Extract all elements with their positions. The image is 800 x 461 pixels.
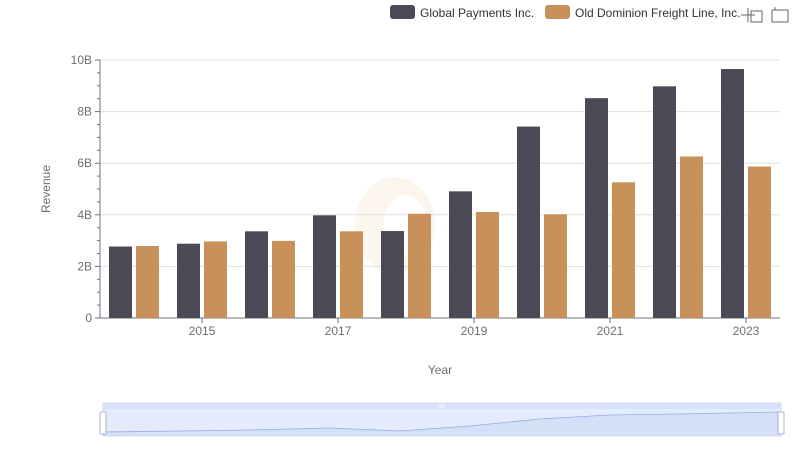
data-zoom-handle-left[interactable] — [99, 411, 107, 435]
bar-old-dominion-2020[interactable] — [544, 214, 567, 318]
y-tick-label: 4B — [77, 208, 92, 222]
data-zoom-preview-area — [103, 412, 781, 436]
bar-old-dominion-2019[interactable] — [476, 211, 499, 318]
y-tick-label: 0 — [85, 311, 92, 325]
x-tick-label: 2021 — [597, 324, 624, 338]
bar-old-dominion-2018[interactable] — [408, 213, 431, 318]
x-axis: 2015 2017 2019 2021 2023 — [100, 317, 780, 338]
gridlines — [100, 59, 780, 267]
bar-global-payments-2022[interactable] — [653, 86, 676, 318]
legend-swatch-global-payments — [390, 5, 415, 19]
bar-global-payments-2018[interactable] — [381, 231, 404, 318]
y-axis: 0 2B 4B 6B 8B 10B — [71, 53, 101, 325]
x-tick-label: 2023 — [733, 324, 760, 338]
data-zoom-handle-right[interactable] — [777, 411, 785, 435]
bar-old-dominion-2015[interactable] — [204, 241, 227, 318]
bar-global-payments-2015[interactable] — [177, 243, 200, 318]
x-tick-label: 2017 — [325, 324, 352, 338]
legend-item-old-dominion[interactable]: Old Dominion Freight Line, Inc. — [545, 5, 740, 20]
bar-old-dominion-2021[interactable] — [612, 182, 635, 318]
y-tick-label: 6B — [77, 156, 92, 170]
bar-series — [109, 69, 771, 319]
legend-label-old-dominion: Old Dominion Freight Line, Inc. — [575, 6, 740, 20]
bar-old-dominion-2022[interactable] — [680, 156, 703, 318]
legend-swatch-old-dominion — [545, 5, 570, 19]
legend-label-global-payments: Global Payments Inc. — [420, 6, 534, 20]
legend: Global Payments Inc. Old Dominion Freigh… — [390, 5, 740, 20]
data-zoom-grip-icon[interactable] — [439, 404, 445, 408]
y-tick-label: 8B — [77, 105, 92, 119]
bar-global-payments-2019[interactable] — [449, 191, 472, 318]
bar-global-payments-2016[interactable] — [245, 231, 268, 318]
x-axis-title: Year — [428, 363, 452, 377]
y-tick-label: 2B — [77, 259, 92, 273]
bar-global-payments-2020[interactable] — [517, 126, 540, 319]
bar-old-dominion-2017[interactable] — [340, 231, 363, 318]
data-zoom-selection[interactable] — [103, 408, 781, 436]
data-zoom-slider[interactable] — [99, 402, 785, 437]
bar-old-dominion-2016[interactable] — [272, 240, 295, 318]
legend-item-global-payments[interactable]: Global Payments Inc. — [390, 5, 534, 20]
x-tick-label: 2019 — [461, 324, 488, 338]
bar-old-dominion-2023[interactable] — [748, 166, 771, 318]
bar-old-dominion-2014[interactable] — [136, 246, 159, 318]
bar-global-payments-2023[interactable] — [721, 69, 744, 318]
bar-global-payments-2017[interactable] — [313, 215, 336, 318]
y-tick-label: 10B — [71, 53, 92, 67]
zoom-icon[interactable] — [741, 8, 763, 23]
x-tick-label: 2015 — [189, 324, 216, 338]
data-zoom-preview-line — [102, 411, 782, 433]
bar-global-payments-2014[interactable] — [109, 246, 132, 318]
restore-icon[interactable] — [771, 7, 789, 23]
bar-global-payments-2021[interactable] — [585, 98, 608, 319]
y-axis-title: Revenue — [39, 165, 53, 213]
